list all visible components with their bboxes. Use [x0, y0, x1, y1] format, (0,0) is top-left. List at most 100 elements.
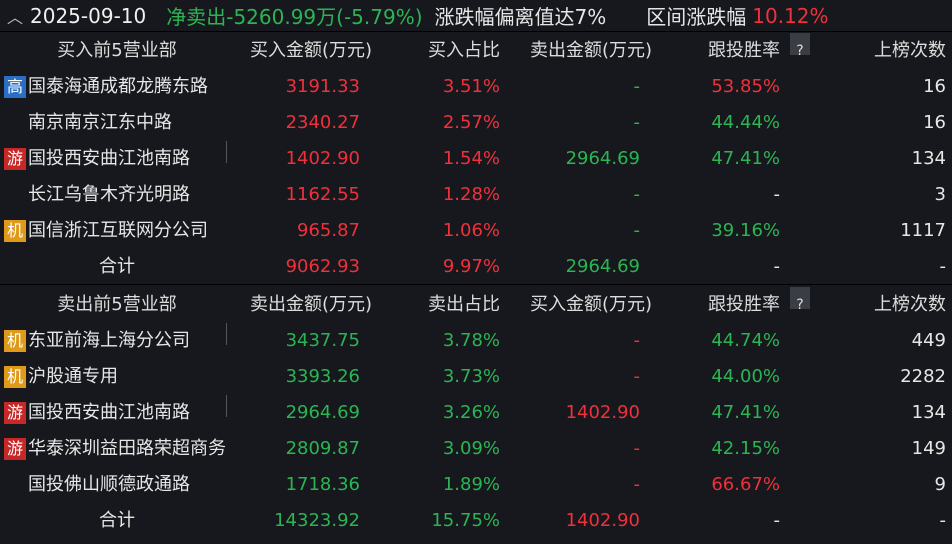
broker-name-cell: 长江乌鲁木齐光明路: [4, 177, 230, 213]
broker-name[interactable]: 国投西安曲江池南路: [28, 148, 190, 169]
amount: 3191.33: [285, 76, 360, 97]
win-rate: 47.41%: [711, 402, 780, 423]
amount: 2964.69: [285, 402, 360, 423]
date-label: 2025-09-10: [30, 3, 147, 28]
total-label: 合计: [99, 256, 135, 277]
other-amount: -: [633, 220, 641, 241]
ratio: 3.26%: [442, 402, 500, 423]
tag-badge: 机: [4, 220, 26, 242]
total-amount: 14323.92: [274, 510, 360, 531]
table-row[interactable]: 游国投西安曲江池南路 2964.69 3.26% 1402.90 47.41% 134: [0, 395, 952, 431]
column-separator: [226, 323, 227, 345]
table-row[interactable]: 高国泰海通成都龙腾东路 3191.33 3.51% - 53.85% 16: [0, 69, 952, 105]
broker-name[interactable]: 国投佛山顺德政通路: [28, 474, 190, 495]
other-amount: -: [633, 438, 641, 459]
ratio: 1.06%: [442, 220, 500, 241]
range-label: 区间涨跌幅: [646, 5, 747, 29]
table-header: 买入前5营业部 买入金额(万元) 买入占比 卖出金额(万元) 跟投胜率? 上榜次数: [0, 33, 952, 69]
ratio: 1.54%: [442, 148, 500, 169]
win-rate: 66.67%: [711, 474, 780, 495]
broker-name[interactable]: 国投西安曲江池南路: [28, 402, 190, 423]
table-row[interactable]: 机东亚前海上海分公司 3437.75 3.78% - 44.74% 449: [0, 323, 952, 359]
amount: 965.87: [297, 220, 360, 241]
total-count: -: [939, 510, 947, 531]
broker-name-cell: 南京南京江东中路: [4, 105, 230, 141]
column-header[interactable]: 买入占比: [428, 40, 500, 61]
column-separator: [226, 141, 227, 163]
total-ratio: 15.75%: [431, 510, 500, 531]
broker-name-cell: 机国信浙江互联网分公司: [4, 213, 230, 249]
column-header[interactable]: 跟投胜率: [708, 40, 780, 61]
list-count: 134: [911, 148, 946, 169]
amount: 2340.27: [285, 112, 360, 133]
column-header[interactable]: 上榜次数: [874, 40, 946, 61]
column-header[interactable]: 买入金额(万元): [529, 294, 652, 315]
total-row: 合计 9062.93 9.97% 2964.69 - -: [0, 249, 952, 285]
other-amount: -: [633, 474, 641, 495]
table-row[interactable]: 机沪股通专用 3393.26 3.73% - 44.00% 2282: [0, 359, 952, 395]
column-header[interactable]: 卖出占比: [428, 294, 500, 315]
win-rate: 42.15%: [711, 438, 780, 459]
header-bar: ︿ 2025-09-10 净卖出-5260.99万(-5.79%) 涨跌幅偏离值…: [0, 0, 952, 32]
column-header[interactable]: 买入前5营业部: [57, 40, 177, 61]
column-header[interactable]: 卖出金额(万元): [249, 294, 372, 315]
broker-name-cell: 游华泰深圳益田路荣超商务: [4, 431, 230, 467]
divider: [0, 284, 952, 285]
column-header[interactable]: 跟投胜率: [708, 294, 780, 315]
ratio: 1.89%: [442, 474, 500, 495]
win-rate: -: [773, 184, 781, 205]
win-rate: 53.85%: [711, 76, 780, 97]
broker-name[interactable]: 国信浙江互联网分公司: [28, 220, 208, 241]
ratio: 3.09%: [442, 438, 500, 459]
total-count: -: [939, 256, 947, 277]
help-icon[interactable]: ?: [790, 287, 810, 313]
amount: 1162.55: [285, 184, 360, 205]
broker-name[interactable]: 沪股通专用: [28, 366, 118, 387]
broker-name-cell: 游国投西安曲江池南路: [4, 141, 230, 177]
list-count: 3: [934, 184, 946, 205]
broker-name-cell: 机东亚前海上海分公司: [4, 323, 230, 359]
table-row[interactable]: 机国信浙江互联网分公司 965.87 1.06% - 39.16% 1117: [0, 213, 952, 249]
amount: 2809.87: [285, 438, 360, 459]
net-sell-label: 净卖出-5260.99万(-5.79%): [166, 5, 423, 29]
win-rate: 44.74%: [711, 330, 780, 351]
table-row[interactable]: 游国投西安曲江池南路 1402.90 1.54% 2964.69 47.41% 134: [0, 141, 952, 177]
broker-name[interactable]: 国泰海通成都龙腾东路: [28, 76, 208, 97]
other-amount: -: [633, 76, 641, 97]
ratio: 3.78%: [442, 330, 500, 351]
broker-name-cell: 游国投西安曲江池南路: [4, 395, 230, 431]
amount: 3393.26: [285, 366, 360, 387]
buy-table: 买入前5营业部 买入金额(万元) 买入占比 卖出金额(万元) 跟投胜率? 上榜次数高国泰海…: [0, 33, 952, 285]
broker-name[interactable]: 长江乌鲁木齐光明路: [28, 184, 190, 205]
table-row[interactable]: 国投佛山顺德政通路 1718.36 1.89% - 66.67% 9: [0, 467, 952, 503]
help-icon[interactable]: ?: [790, 33, 810, 59]
list-count: 1117: [900, 220, 946, 241]
tag-badge: 游: [4, 402, 26, 424]
column-header[interactable]: 买入金额(万元): [249, 40, 372, 61]
column-header[interactable]: 上榜次数: [874, 294, 946, 315]
table-row[interactable]: 游华泰深圳益田路荣超商务 2809.87 3.09% - 42.15% 149: [0, 431, 952, 467]
column-header[interactable]: 卖出前5营业部: [57, 294, 177, 315]
ratio: 1.28%: [442, 184, 500, 205]
total-label: 合计: [99, 510, 135, 531]
win-rate: 39.16%: [711, 220, 780, 241]
ratio: 3.73%: [442, 366, 500, 387]
broker-name[interactable]: 南京南京江东中路: [28, 112, 172, 133]
table-row[interactable]: 南京南京江东中路 2340.27 2.57% - 44.44% 16: [0, 105, 952, 141]
chevron-up-icon[interactable]: ︿: [6, 7, 23, 27]
sell-table: 卖出前5营业部 卖出金额(万元) 卖出占比 买入金额(万元) 跟投胜率? 上榜次数机东亚前…: [0, 287, 952, 539]
total-row: 合计 14323.92 15.75% 1402.90 - -: [0, 503, 952, 539]
amount: 3437.75: [285, 330, 360, 351]
tag-badge: 高: [4, 76, 26, 98]
table-row[interactable]: 长江乌鲁木齐光明路 1162.55 1.28% - - 3: [0, 177, 952, 213]
broker-name-cell: 高国泰海通成都龙腾东路: [4, 69, 230, 105]
list-count: 149: [911, 438, 946, 459]
broker-name[interactable]: 华泰深圳益田路荣超商务: [28, 438, 226, 459]
column-header[interactable]: 卖出金额(万元): [529, 40, 652, 61]
total-other-amount: 1402.90: [565, 510, 640, 531]
column-separator: [226, 395, 227, 417]
amount: 1718.36: [285, 474, 360, 495]
list-count: 134: [911, 402, 946, 423]
tag-badge: 游: [4, 148, 26, 170]
broker-name[interactable]: 东亚前海上海分公司: [28, 330, 190, 351]
